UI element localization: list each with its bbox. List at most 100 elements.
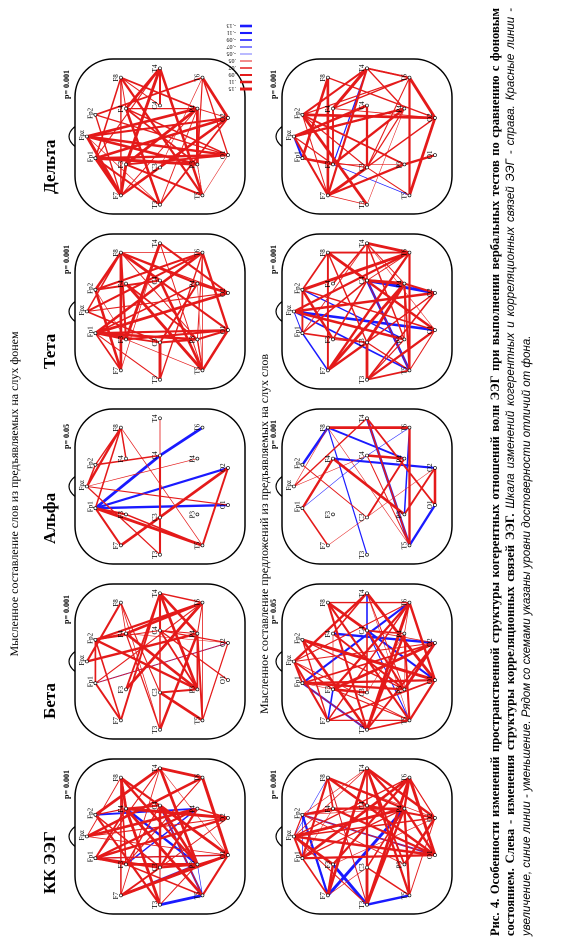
connection-line <box>158 592 199 690</box>
connection-line <box>159 817 229 868</box>
electrode <box>93 813 98 817</box>
connection-line <box>94 808 127 859</box>
connection-line <box>366 329 436 381</box>
electrode-label: F7 <box>112 192 120 200</box>
electrode <box>331 456 335 461</box>
connection-line <box>293 661 304 684</box>
electrode <box>300 681 305 686</box>
electrode <box>402 631 407 636</box>
electrode-label: C3 <box>151 688 159 697</box>
connection-line <box>293 135 329 196</box>
electrode <box>226 291 230 295</box>
electrode <box>365 690 369 695</box>
legend-label: .09 <box>229 71 237 77</box>
electrode <box>158 278 162 283</box>
electrode-label: T3 <box>151 375 159 383</box>
connection-line <box>301 776 411 860</box>
connection-line <box>197 864 203 896</box>
electrode-label: O2 <box>426 113 434 122</box>
electrode <box>292 834 296 839</box>
electrode <box>433 328 437 332</box>
connection-line <box>94 157 122 196</box>
connection-line <box>95 466 229 510</box>
electrode-label: T4 <box>151 764 159 772</box>
electrode-label: C3 <box>151 513 159 522</box>
connection-line <box>327 166 368 197</box>
electrode <box>124 631 128 636</box>
electrode-label: O1 <box>426 850 434 859</box>
connection-line <box>120 427 203 546</box>
connection-line <box>403 808 411 896</box>
connection-line <box>302 455 368 509</box>
connection-line <box>120 866 161 897</box>
electrode <box>200 543 205 548</box>
head-outline <box>275 476 283 497</box>
connection-line <box>124 67 162 110</box>
electrode <box>365 340 369 345</box>
electrode <box>331 281 335 286</box>
electrode <box>158 902 162 907</box>
electrode-label: T4 <box>151 239 159 247</box>
electrode <box>200 893 205 898</box>
head-outline <box>68 476 76 497</box>
electrode-label: C4 <box>151 451 159 460</box>
electrode-label: T4 <box>151 414 159 422</box>
connection-line <box>94 682 122 721</box>
electrode-label: F3 <box>117 686 125 694</box>
connection-line <box>302 77 410 116</box>
connection-line <box>124 282 204 372</box>
connection-line <box>366 767 436 819</box>
electrode <box>226 853 230 857</box>
connection-line <box>293 291 436 313</box>
head-outline <box>275 301 283 322</box>
electrode-label: O2 <box>219 288 227 297</box>
connection-line <box>366 167 410 196</box>
electrode-label: C4 <box>358 101 366 110</box>
electrode-label: C4 <box>151 626 159 635</box>
connection-line <box>120 776 199 866</box>
connection-line <box>125 601 204 635</box>
electrode <box>124 106 128 111</box>
connection-line <box>85 427 122 488</box>
connection-line <box>366 242 405 284</box>
connection-line <box>196 252 204 340</box>
connection-line <box>409 777 436 856</box>
electrode-label: C4 <box>358 451 366 460</box>
connection-line <box>327 163 405 197</box>
electrode <box>365 202 369 207</box>
electrode <box>433 678 437 682</box>
connection-line <box>366 418 411 546</box>
electrode-label: F3 <box>324 861 332 869</box>
connection-line <box>302 682 405 691</box>
head-outline <box>68 651 76 672</box>
connection-line <box>366 369 410 381</box>
electrode <box>85 659 89 664</box>
connection-line <box>124 67 162 165</box>
connection-line <box>125 339 203 371</box>
electrode <box>326 193 330 198</box>
connection-line <box>332 776 411 866</box>
connection-line <box>327 426 405 460</box>
connection-line <box>95 507 122 546</box>
connection-line <box>326 864 335 896</box>
electrode <box>158 453 162 458</box>
electrode <box>158 416 162 421</box>
connection-line <box>86 251 203 313</box>
electrode-label: T6 <box>194 73 202 81</box>
electrode <box>226 503 230 507</box>
connection-line <box>159 894 203 907</box>
connection-line <box>302 332 368 344</box>
electrode <box>433 816 437 820</box>
electrode-label: P3 <box>188 861 196 869</box>
connection-line <box>159 242 229 294</box>
connection-line <box>403 817 436 865</box>
column-label: КК ЭЭГ <box>40 831 59 894</box>
connection-line <box>327 251 436 332</box>
p-value: p= 0.001 <box>269 770 278 799</box>
electrode <box>93 156 98 161</box>
legend-label: -.05 <box>227 50 237 56</box>
electrode-label: T5 <box>401 366 409 374</box>
connection-line <box>159 630 198 690</box>
connection-line <box>201 329 230 372</box>
